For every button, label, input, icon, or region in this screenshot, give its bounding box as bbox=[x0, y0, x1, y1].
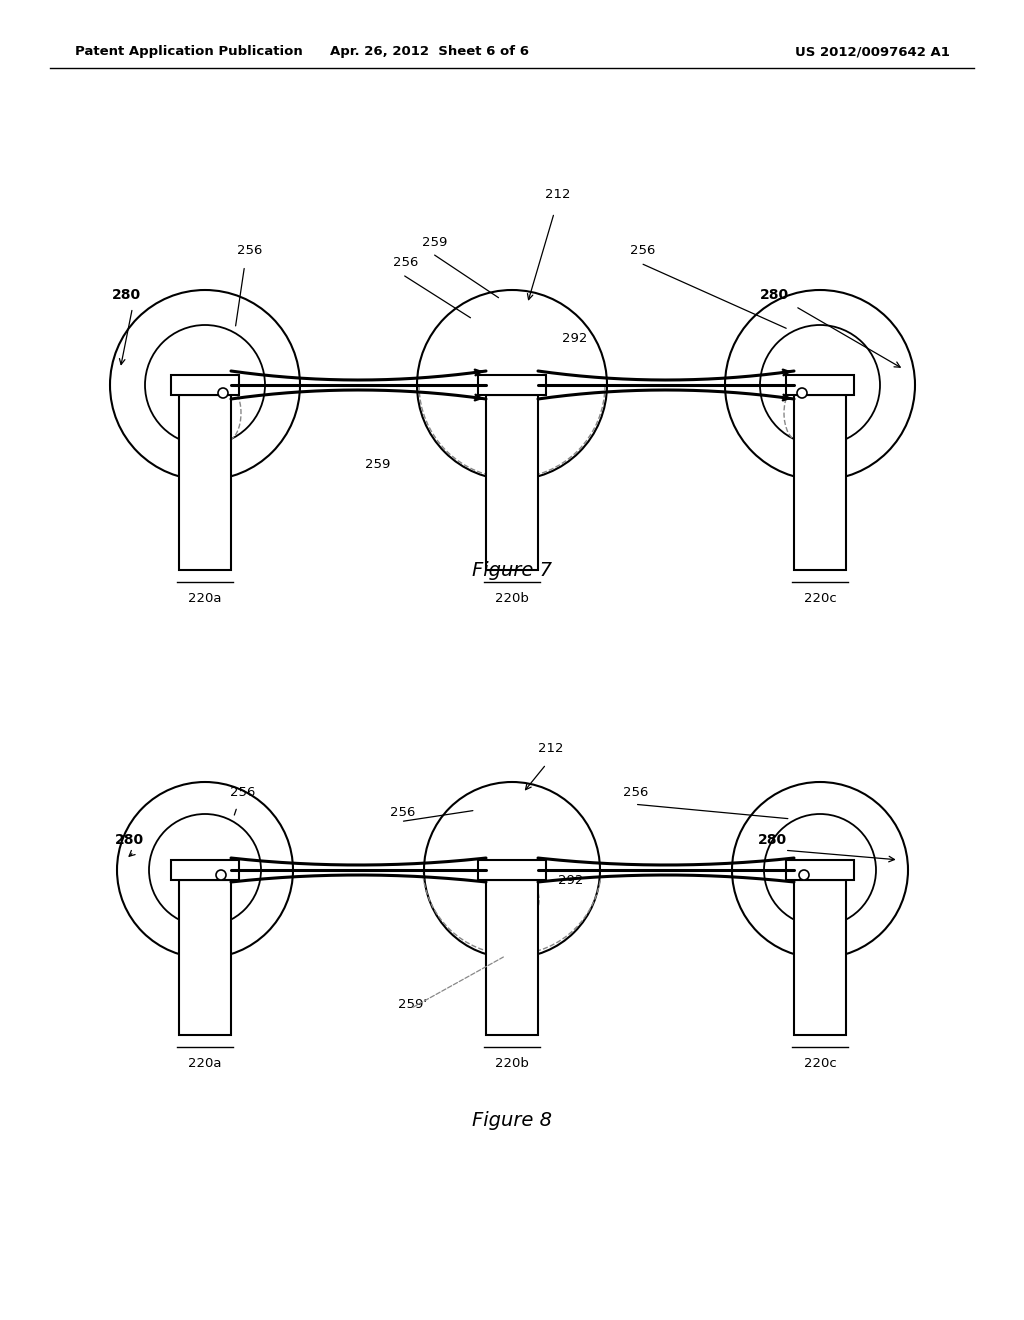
Text: 280: 280 bbox=[115, 833, 144, 847]
Text: 220b: 220b bbox=[495, 1057, 529, 1071]
Circle shape bbox=[797, 388, 807, 399]
Text: Apr. 26, 2012  Sheet 6 of 6: Apr. 26, 2012 Sheet 6 of 6 bbox=[331, 45, 529, 58]
Bar bbox=[478, 375, 546, 395]
Circle shape bbox=[799, 870, 809, 880]
Text: Figure 7: Figure 7 bbox=[472, 561, 552, 579]
Bar bbox=[478, 861, 546, 880]
Text: 212: 212 bbox=[538, 742, 563, 755]
Bar bbox=[486, 395, 538, 570]
Circle shape bbox=[216, 870, 226, 880]
Text: 220c: 220c bbox=[804, 591, 837, 605]
Bar bbox=[171, 375, 239, 395]
Text: US 2012/0097642 A1: US 2012/0097642 A1 bbox=[795, 45, 950, 58]
Bar bbox=[179, 395, 231, 570]
Text: 256: 256 bbox=[630, 243, 655, 256]
Bar bbox=[171, 861, 239, 880]
Text: 259: 259 bbox=[422, 235, 447, 248]
Text: 220c: 220c bbox=[804, 1057, 837, 1071]
Text: 212: 212 bbox=[545, 189, 570, 202]
Bar bbox=[794, 395, 846, 570]
Text: 256: 256 bbox=[390, 805, 416, 818]
Text: Patent Application Publication: Patent Application Publication bbox=[75, 45, 303, 58]
Bar bbox=[179, 880, 231, 1035]
Text: 220a: 220a bbox=[188, 1057, 222, 1071]
Text: Figure 8: Figure 8 bbox=[472, 1110, 552, 1130]
Text: 220a: 220a bbox=[188, 591, 222, 605]
Text: 259': 259' bbox=[398, 998, 427, 1011]
Bar bbox=[786, 861, 854, 880]
Bar bbox=[486, 880, 538, 1035]
Text: 292: 292 bbox=[562, 331, 588, 345]
Text: 280: 280 bbox=[760, 288, 790, 302]
Text: 220b: 220b bbox=[495, 591, 529, 605]
Text: 256: 256 bbox=[237, 243, 262, 256]
Text: 256: 256 bbox=[623, 787, 648, 800]
Text: 256: 256 bbox=[230, 787, 255, 800]
Text: 292: 292 bbox=[558, 874, 584, 887]
Text: 259: 259 bbox=[365, 458, 390, 471]
Text: 256: 256 bbox=[393, 256, 419, 268]
Circle shape bbox=[218, 388, 228, 399]
Bar bbox=[786, 375, 854, 395]
Text: 280: 280 bbox=[758, 833, 787, 847]
Text: 280: 280 bbox=[112, 288, 141, 302]
Bar bbox=[794, 880, 846, 1035]
